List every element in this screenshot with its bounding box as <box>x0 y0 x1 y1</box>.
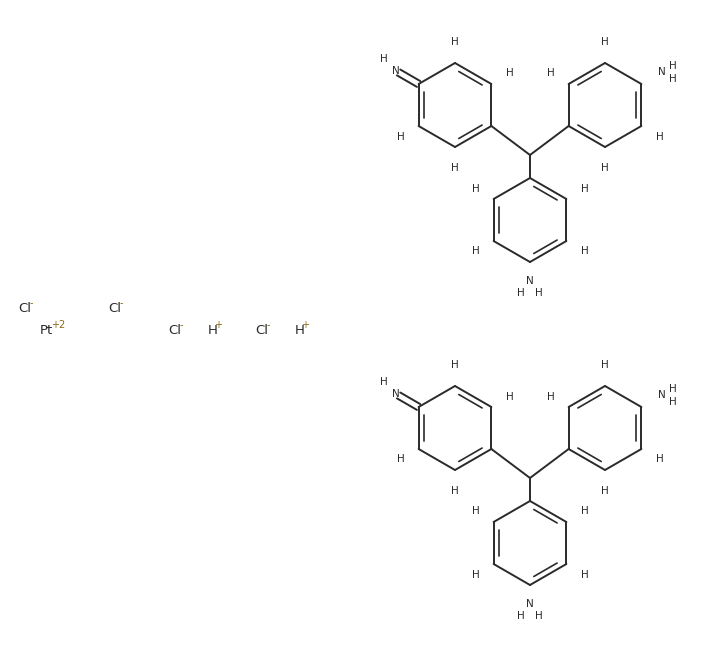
Text: H: H <box>601 486 609 496</box>
Text: N: N <box>658 391 665 400</box>
Text: H: H <box>536 611 543 620</box>
Text: H: H <box>581 506 588 516</box>
Text: +2: +2 <box>51 320 66 330</box>
Text: H: H <box>472 570 479 579</box>
Text: H: H <box>517 611 524 620</box>
Text: H: H <box>451 360 459 370</box>
Text: H: H <box>472 506 479 516</box>
Text: H: H <box>380 54 388 64</box>
Text: H: H <box>656 132 663 141</box>
Text: H: H <box>505 68 513 79</box>
Text: Cl: Cl <box>168 324 181 337</box>
Text: +: + <box>214 320 223 330</box>
Text: H: H <box>656 454 663 465</box>
Text: H: H <box>295 324 305 337</box>
Text: H: H <box>547 391 555 402</box>
Text: H: H <box>601 163 609 173</box>
Text: H: H <box>581 247 588 256</box>
Text: H: H <box>581 570 588 579</box>
Text: H: H <box>669 384 677 394</box>
Text: H: H <box>517 288 524 298</box>
Text: H: H <box>380 377 388 387</box>
Text: H: H <box>601 37 609 47</box>
Text: Cl: Cl <box>255 324 268 337</box>
Text: H: H <box>669 61 677 71</box>
Text: N: N <box>658 68 665 77</box>
Text: H: H <box>397 454 404 465</box>
Text: H: H <box>208 324 218 337</box>
Text: H: H <box>451 486 459 496</box>
Text: H: H <box>472 247 479 256</box>
Text: H: H <box>505 391 513 402</box>
Text: -: - <box>119 298 123 308</box>
Text: H: H <box>451 37 459 47</box>
Text: N: N <box>392 389 399 398</box>
Text: H: H <box>669 396 677 407</box>
Text: H: H <box>472 184 479 193</box>
Text: N: N <box>526 276 534 286</box>
Text: Pt: Pt <box>40 324 53 337</box>
Text: Cl: Cl <box>108 301 121 314</box>
Text: -: - <box>180 320 183 330</box>
Text: -: - <box>267 320 270 330</box>
Text: N: N <box>392 66 399 76</box>
Text: H: H <box>451 163 459 173</box>
Text: N: N <box>526 599 534 609</box>
Text: H: H <box>669 74 677 84</box>
Text: H: H <box>601 360 609 370</box>
Text: Cl: Cl <box>18 301 31 314</box>
Text: H: H <box>547 68 555 79</box>
Text: H: H <box>397 132 404 141</box>
Text: H: H <box>581 184 588 193</box>
Text: -: - <box>29 298 33 308</box>
Text: H: H <box>536 288 543 298</box>
Text: +: + <box>301 320 309 330</box>
